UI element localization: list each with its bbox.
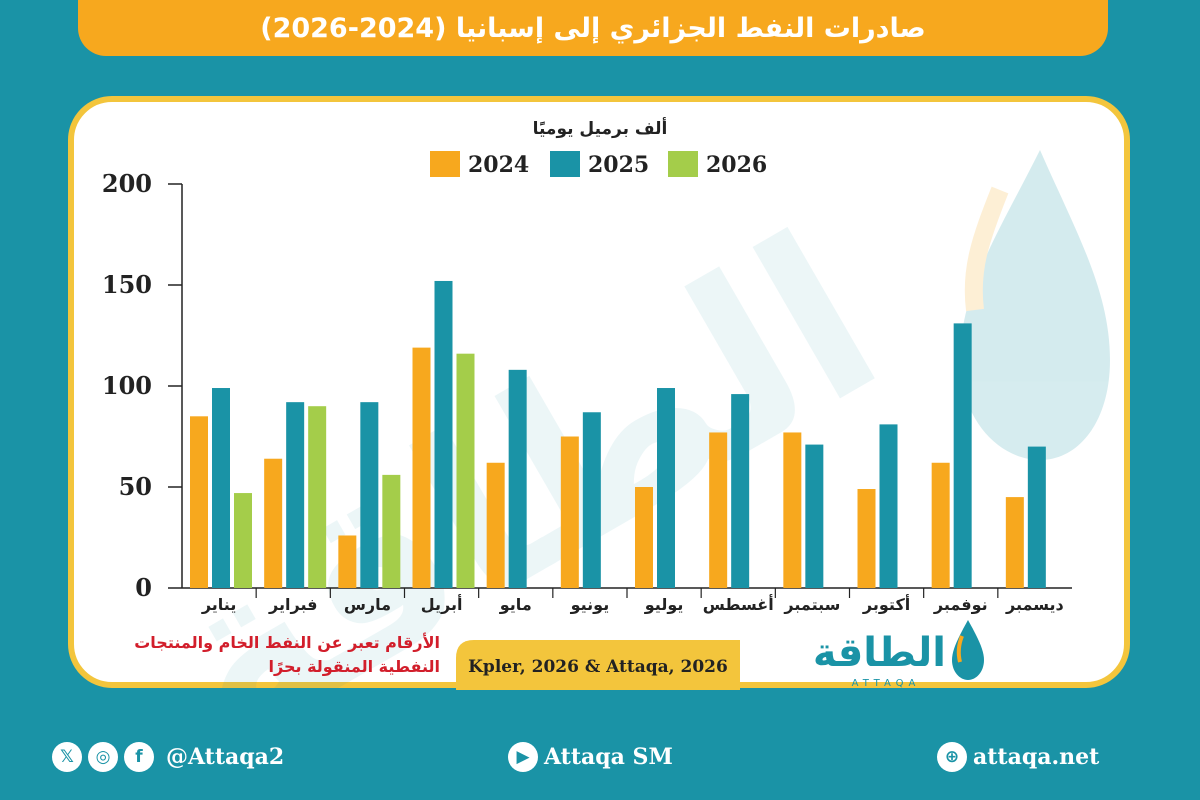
bar-2025-3 [360,402,379,588]
website-label: attaqa.net [973,744,1100,770]
bar-2025-5 [508,369,527,588]
y-axis-title: ألف برميل يوميًا [533,117,668,139]
bar-2024-4 [412,347,431,588]
x-tick-label: مارس [344,595,391,614]
bar-2024-10 [857,489,876,588]
y-tick-label: 150 [102,270,152,299]
bar-2025-7 [657,388,675,588]
y-tick-label: 50 [119,472,152,501]
x-tick-label: مايو [499,595,532,614]
bar-2024-3 [338,535,357,588]
x-icon[interactable]: 𝕏 [52,742,82,772]
logo-subtext: ATTAQA [852,678,921,689]
bar-2024-8 [709,432,728,588]
x-tick-label: يونيو [570,595,610,614]
social-handle[interactable]: @Attaqa2 [166,744,285,770]
bar-2026-1 [234,493,252,588]
x-tick-label: يناير [201,595,237,614]
legend: 2024 2025 2026 [430,151,767,178]
legend-swatch-2025 [550,151,580,177]
legend-label-2024: 2024 [468,152,529,178]
watermark-drop [960,150,1110,460]
x-tick-label: يوليو [644,595,684,614]
facebook-icon[interactable]: f [124,742,154,772]
bar-2024-12 [1005,497,1024,588]
source-text: Kpler, 2026 & Attaqa, 2026 [468,657,728,677]
bar-2024-6 [560,436,579,588]
bar-2025-2 [286,402,305,588]
bars [190,280,1046,588]
bar-2026-2 [308,406,327,588]
y-tick-label: 100 [102,371,152,400]
x-tick-label: نوفمبر [933,595,988,614]
bar-2024-1 [190,416,208,588]
website-link[interactable]: ⊕ attaqa.net [937,737,1099,777]
bar-2025-1 [212,388,230,588]
bar-2024-9 [783,432,802,588]
drop-icon [952,620,984,680]
bar-2024-7 [635,487,653,588]
logo-text: الطاقة [813,630,946,676]
bar-2025-12 [1027,446,1046,588]
bar-2025-11 [953,323,972,588]
youtube-icon: ▶ [508,742,538,772]
x-tick-label: فبراير [268,595,317,614]
note-line-1: الأرقام تعبر عن النفط الخام والمنتجات [134,633,440,652]
bar-2024-11 [931,462,950,588]
y-ticks: 200 150 100 50 0 [102,169,182,602]
source-box: Kpler, 2026 & Attaqa, 2026 [456,640,740,690]
legend-swatch-2024 [430,151,460,177]
instagram-icon[interactable]: ◎ [88,742,118,772]
legend-label-2025: 2025 [588,152,649,178]
chart-panel [68,96,1130,688]
bar-2024-5 [486,462,505,588]
x-tick-label: أكتوبر [862,594,910,614]
x-tick-label: أبريل [421,594,463,614]
note-line-2: النفطية المنقولة بحرًا [269,657,440,676]
bar-2024-2 [264,458,283,588]
bar-2025-10 [879,424,898,588]
youtube-label: Attaqa SM [544,744,673,770]
social-links: 𝕏 ◎ f @Attaqa2 [52,737,284,777]
globe-icon: ⊕ [937,742,967,772]
bar-2025-4 [434,280,453,588]
x-tick-label: سبتمبر [783,595,840,614]
legend-swatch-2026 [668,151,698,177]
bar-2025-9 [805,444,824,588]
bar-2026-3 [382,474,401,588]
x-labels: يناير فبراير مارس أبريل مايو يونيو يوليو أغسطس س… [201,588,1064,614]
youtube-link[interactable]: ▶ Attaqa SM [508,737,673,777]
x-tick-label: أغسطس [703,594,774,614]
bar-2025-8 [731,394,750,588]
bar-2025-6 [582,412,601,588]
y-tick-label: 0 [135,573,152,602]
y-tick-label: 200 [102,169,152,198]
bar-2026-4 [456,353,475,588]
attaqa-logo: الطاقة ATTAQA [813,620,984,689]
chart-title: صادرات النفط الجزائري إلى إسبانيا (2024-… [260,12,926,44]
x-tick-label: ديسمبر [1005,595,1064,614]
legend-label-2026: 2026 [706,152,767,178]
title-bar: صادرات النفط الجزائري إلى إسبانيا (2024-… [78,0,1108,56]
